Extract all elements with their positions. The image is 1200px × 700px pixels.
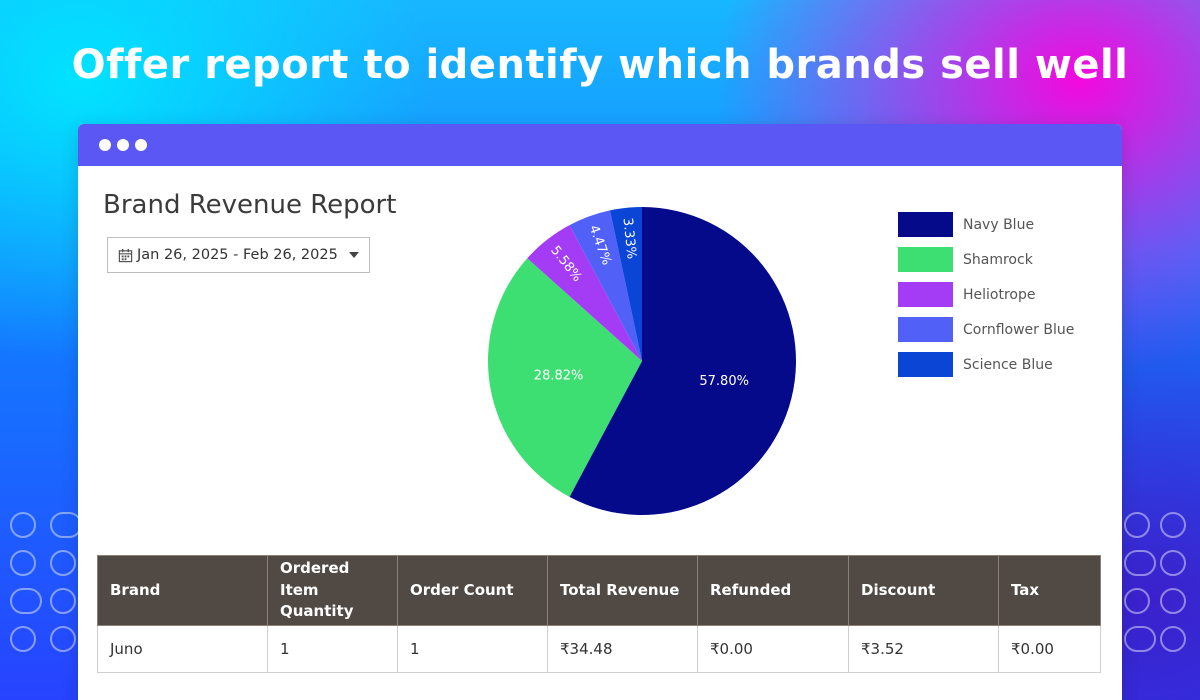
legend-item-cornflower-blue[interactable]: Cornflower Blue — [898, 312, 1074, 347]
pie-label-shamrock: 28.82% — [534, 368, 584, 383]
legend-swatch — [898, 282, 953, 307]
col-brand[interactable]: Brand — [97, 555, 268, 626]
table-header-row: Brand Ordered Item Quantity Order Count … — [97, 555, 1101, 626]
date-range-value: Jan 26, 2025 - Feb 26, 2025 — [137, 247, 338, 263]
cell-discount: ₹3.52 — [848, 625, 999, 673]
col-refunded[interactable]: Refunded — [697, 555, 849, 626]
cell-refunded: ₹0.00 — [697, 625, 849, 673]
col-tax[interactable]: Tax — [998, 555, 1101, 626]
window-dot-icon[interactable] — [117, 139, 129, 151]
brand-revenue-pie-chart: 57.80%28.82%5.58% 4.47% 3.33% — [487, 207, 796, 515]
calendar-icon — [118, 248, 133, 262]
legend-label: Cornflower Blue — [963, 321, 1075, 338]
window-titlebar — [78, 124, 1122, 166]
pie-slice-cornflower-blue[interactable] — [569, 210, 642, 361]
pie-label-navy-blue: 57.80% — [699, 374, 749, 389]
pie-label-science-blue: 3.33% — [620, 217, 639, 260]
legend-swatch — [898, 212, 953, 237]
report-title: Brand Revenue Report — [103, 190, 397, 220]
legend-label: Shamrock — [963, 251, 1033, 268]
legend-swatch — [898, 352, 953, 377]
window-dot-icon[interactable] — [135, 139, 147, 151]
cell-order-count: 1 — [397, 625, 548, 673]
chart-legend: Navy Blue Shamrock Heliotrope Cornflower Bl… — [898, 207, 1074, 382]
table-row: Juno 1 1 ₹34.48 ₹0.00 ₹3.52 ₹0.00 — [97, 625, 1101, 673]
legend-item-science-blue[interactable]: Science Blue — [898, 347, 1074, 382]
cell-brand: Juno — [97, 625, 268, 673]
legend-label: Navy Blue — [963, 216, 1035, 233]
caret-down-icon — [349, 252, 359, 258]
legend-item-heliotrope[interactable]: Heliotrope — [898, 277, 1074, 312]
window-dot-icon[interactable] — [99, 139, 111, 151]
legend-swatch — [898, 317, 953, 342]
pie-slice-navy-blue[interactable] — [569, 207, 796, 515]
col-order-count[interactable]: Order Count — [397, 555, 548, 626]
cell-ordered-item-quantity: 1 — [267, 625, 398, 673]
col-ordered-item-quantity[interactable]: Ordered Item Quantity — [267, 555, 398, 626]
legend-item-shamrock[interactable]: Shamrock — [898, 242, 1074, 277]
brand-revenue-table: Brand Ordered Item Quantity Order Count … — [97, 555, 1101, 673]
col-discount[interactable]: Discount — [848, 555, 999, 626]
legend-item-navy-blue[interactable]: Navy Blue — [898, 207, 1074, 242]
pie-slice-science-blue[interactable] — [610, 207, 642, 361]
cell-tax: ₹0.00 — [998, 625, 1101, 673]
legend-label: Heliotrope — [963, 286, 1036, 303]
pie-slice-heliotrope[interactable] — [527, 225, 642, 361]
col-total-revenue[interactable]: Total Revenue — [547, 555, 698, 626]
report-window: Brand Revenue Report Jan 26, 2025 - Feb … — [78, 124, 1122, 700]
headline: Offer report to identify which brands se… — [71, 42, 1129, 88]
legend-swatch — [898, 247, 953, 272]
pie-slice-shamrock[interactable] — [487, 258, 642, 497]
legend-label: Science Blue — [963, 356, 1053, 373]
date-range-select[interactable]: Jan 26, 2025 - Feb 26, 2025 — [107, 237, 370, 273]
cell-total-revenue: ₹34.48 — [547, 625, 698, 673]
